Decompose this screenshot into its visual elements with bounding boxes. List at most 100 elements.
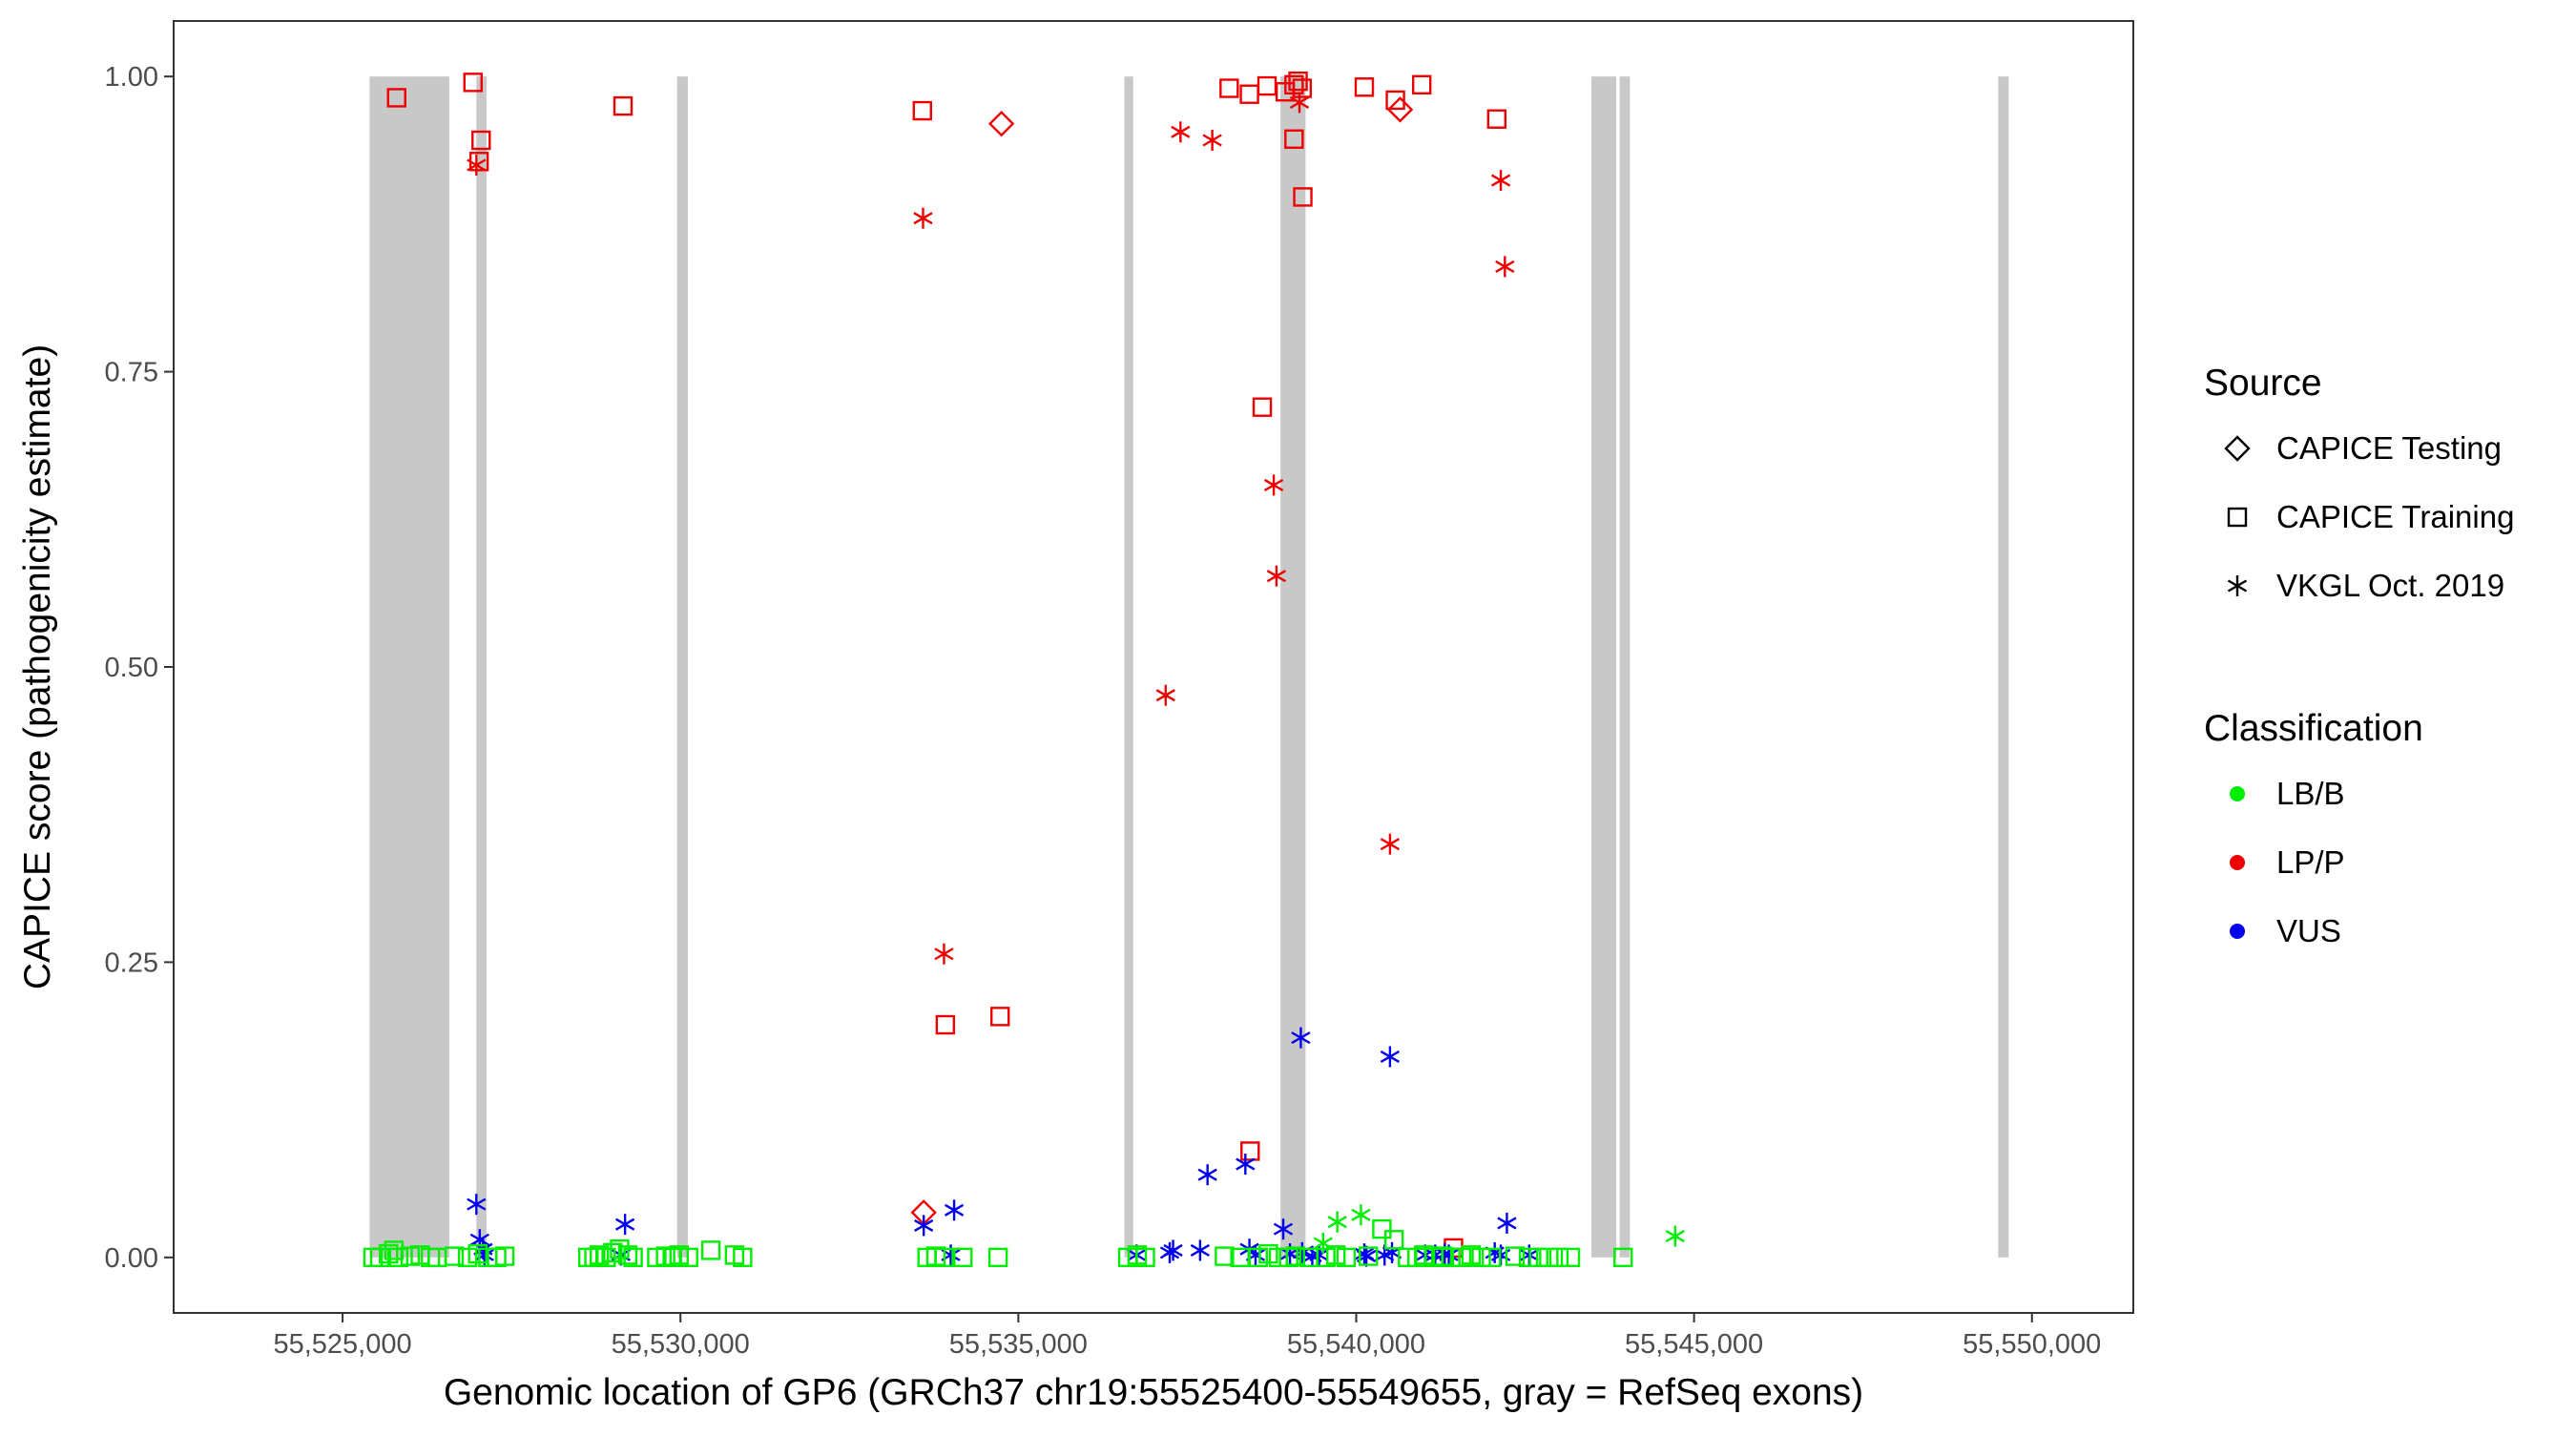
y-tick-label: 0.25 bbox=[105, 947, 158, 978]
data-point bbox=[1293, 187, 1313, 207]
data-point bbox=[1490, 170, 1511, 192]
y-tick-label: 0.00 bbox=[105, 1243, 158, 1274]
data-point bbox=[1461, 1245, 1482, 1265]
legend-source-label: VKGL Oct. 2019 bbox=[2276, 568, 2504, 603]
data-point bbox=[1240, 1141, 1260, 1161]
data-point bbox=[1354, 77, 1375, 97]
data-point bbox=[1665, 1225, 1685, 1247]
data-point bbox=[1560, 1247, 1581, 1268]
data-point bbox=[1285, 1246, 1305, 1266]
data-point bbox=[1266, 565, 1287, 587]
data-point bbox=[1505, 1246, 1526, 1266]
data-point bbox=[1497, 1212, 1517, 1234]
data-point bbox=[1336, 1247, 1357, 1268]
data-point bbox=[1380, 1046, 1401, 1068]
data-point bbox=[1316, 1247, 1336, 1268]
data-point bbox=[617, 1245, 638, 1265]
data-point bbox=[987, 1247, 1008, 1268]
legend-class-label: VUS bbox=[2276, 913, 2341, 948]
exon-band bbox=[476, 76, 487, 1258]
data-point bbox=[1486, 109, 1507, 129]
data-point bbox=[1248, 1247, 1268, 1268]
legend-classification-title: Classification bbox=[2204, 708, 2423, 749]
data-point bbox=[1219, 78, 1239, 98]
data-point bbox=[613, 95, 634, 116]
data-point bbox=[457, 1247, 478, 1268]
exon-band bbox=[1280, 76, 1306, 1258]
y-tick-label: 0.75 bbox=[105, 358, 158, 388]
data-point bbox=[914, 1215, 934, 1237]
y-axis-label: CAPICE score (pathogenicity estimate) bbox=[17, 344, 58, 989]
data-point bbox=[1278, 1247, 1298, 1268]
y-tick-label: 1.00 bbox=[105, 62, 158, 93]
x-axis: 55,525,000 55,530,000 55,535,000 55,540,000… bbox=[273, 1313, 2101, 1360]
data-point bbox=[935, 1014, 956, 1035]
data-point bbox=[987, 110, 1015, 137]
data-point-layer bbox=[363, 71, 1685, 1268]
data-point bbox=[1414, 1245, 1434, 1265]
data-point bbox=[700, 1240, 721, 1260]
x-axis-label: Genomic location of GP6 (GRCh37 chr19:55… bbox=[444, 1372, 1863, 1413]
data-point bbox=[1236, 1154, 1256, 1176]
legend-class-label: LP/P bbox=[2276, 844, 2345, 880]
data-point bbox=[1385, 90, 1405, 111]
data-point bbox=[913, 207, 933, 229]
data-point bbox=[1380, 833, 1401, 855]
x-tick-label: 55,530,000 bbox=[612, 1329, 750, 1360]
data-point bbox=[912, 100, 932, 121]
data-point bbox=[1372, 1218, 1392, 1239]
data-point bbox=[1288, 71, 1308, 92]
legend-class-key bbox=[2230, 924, 2245, 939]
data-point bbox=[1383, 1230, 1404, 1250]
exon-band bbox=[1124, 76, 1133, 1258]
data-point bbox=[590, 1245, 610, 1265]
data-point bbox=[1252, 397, 1273, 417]
legend-classification-entries: LB/B LP/P VUS bbox=[2230, 776, 2345, 948]
data-point bbox=[1292, 78, 1313, 98]
data-point bbox=[1215, 1246, 1235, 1266]
data-point bbox=[615, 1214, 635, 1236]
x-tick-label: 55,550,000 bbox=[1963, 1329, 2101, 1360]
exon-band bbox=[369, 76, 449, 1258]
data-point bbox=[467, 1194, 487, 1216]
data-point bbox=[1273, 1218, 1294, 1240]
data-point bbox=[1197, 1164, 1217, 1186]
data-point bbox=[1518, 1247, 1539, 1268]
legend-source-label: CAPICE Testing bbox=[2276, 430, 2502, 466]
x-tick-label: 55,545,000 bbox=[1625, 1329, 1763, 1360]
data-point bbox=[1202, 130, 1222, 152]
data-point bbox=[379, 1243, 399, 1264]
data-point bbox=[1471, 1247, 1491, 1268]
data-point bbox=[1171, 121, 1191, 143]
data-point bbox=[603, 1242, 623, 1263]
data-point bbox=[1326, 1245, 1346, 1265]
data-point bbox=[1386, 96, 1414, 123]
y-axis: 0.00 0.25 0.50 0.75 1.00 bbox=[105, 62, 174, 1274]
legend-class-key bbox=[2230, 855, 2245, 870]
data-point bbox=[733, 1247, 753, 1268]
data-point bbox=[463, 73, 483, 93]
data-point bbox=[934, 943, 954, 965]
plot-background bbox=[174, 21, 2133, 1313]
data-point bbox=[990, 1007, 1010, 1027]
data-point bbox=[1155, 684, 1175, 706]
legend-source-key bbox=[2227, 507, 2248, 528]
data-point bbox=[444, 1246, 465, 1266]
legend-class-key bbox=[2230, 786, 2245, 801]
data-point bbox=[1548, 1247, 1569, 1268]
data-point bbox=[467, 154, 487, 176]
data-point bbox=[1528, 1247, 1548, 1268]
legend-class-label: LB/B bbox=[2276, 776, 2345, 811]
legend-source-key bbox=[2227, 575, 2248, 596]
x-tick-label: 55,540,000 bbox=[1287, 1329, 1425, 1360]
legend-source-label: CAPICE Training bbox=[2276, 499, 2514, 534]
legend-source-key bbox=[2224, 435, 2251, 462]
data-point bbox=[944, 1199, 965, 1221]
exon-band bbox=[1590, 76, 1617, 1258]
data-point bbox=[1135, 1247, 1155, 1268]
data-point bbox=[678, 1247, 698, 1268]
data-point bbox=[388, 1247, 409, 1268]
x-tick-label: 55,525,000 bbox=[273, 1329, 411, 1360]
